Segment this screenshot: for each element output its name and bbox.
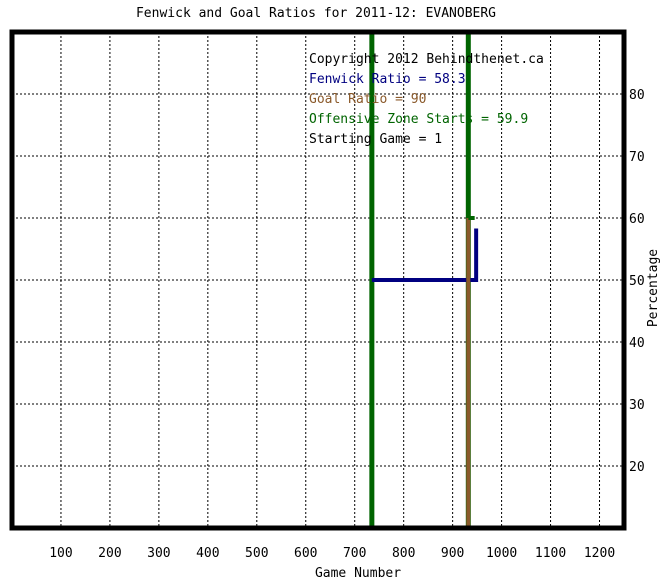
x-tick-label: 500 — [245, 546, 268, 561]
y-tick-label: 50 — [629, 274, 645, 289]
y-axis-label: Percentage — [646, 249, 661, 327]
x-tick-label: 800 — [392, 546, 415, 561]
x-axis-label: Game Number — [315, 566, 401, 580]
x-tick-label: 600 — [294, 546, 317, 561]
x-tick-label: 200 — [98, 546, 121, 561]
x-tick-labels: 100 200 300 400 500 600 700 800 900 1000 1100 1200 — [49, 546, 615, 561]
series-group — [369, 32, 479, 528]
y-tick-label: 30 — [629, 398, 645, 413]
x-tick-label: 1200 — [584, 546, 615, 561]
chart-title: Fenwick and Goal Ratios for 2011-12: EVA… — [136, 6, 496, 21]
y-tick-label: 60 — [629, 212, 645, 227]
plot-frame — [9, 29, 627, 531]
series-line — [371, 228, 479, 282]
x-tick-label: 700 — [343, 546, 366, 561]
y-tick-labels: 20 30 40 50 60 70 80 — [629, 88, 645, 475]
y-tick-label: 40 — [629, 336, 645, 351]
y-tick-label: 70 — [629, 150, 645, 165]
y-tick-label: 80 — [629, 88, 645, 103]
annotation-text: Offensive Zone Starts = 59.9 — [309, 112, 528, 127]
annotation-text: Starting Game = 1 — [309, 132, 442, 147]
x-tick-label: 1000 — [486, 546, 517, 561]
annotation-text: Fenwick Ratio = 58.3 — [309, 72, 466, 87]
x-tick-label: 400 — [196, 546, 219, 561]
annotations: Copyright 2012 Behindthenet.ca Fenwick Ra… — [309, 52, 544, 147]
y-tick-label: 20 — [629, 460, 645, 475]
x-tick-label: 300 — [147, 546, 170, 561]
annotation-text: Goal Ratio = 90 — [309, 92, 426, 107]
x-tick-label: 100 — [49, 546, 72, 561]
x-tick-label: 1100 — [535, 546, 566, 561]
annotation-text: Copyright 2012 Behindthenet.ca — [309, 52, 544, 67]
x-tick-label: 900 — [441, 546, 464, 561]
